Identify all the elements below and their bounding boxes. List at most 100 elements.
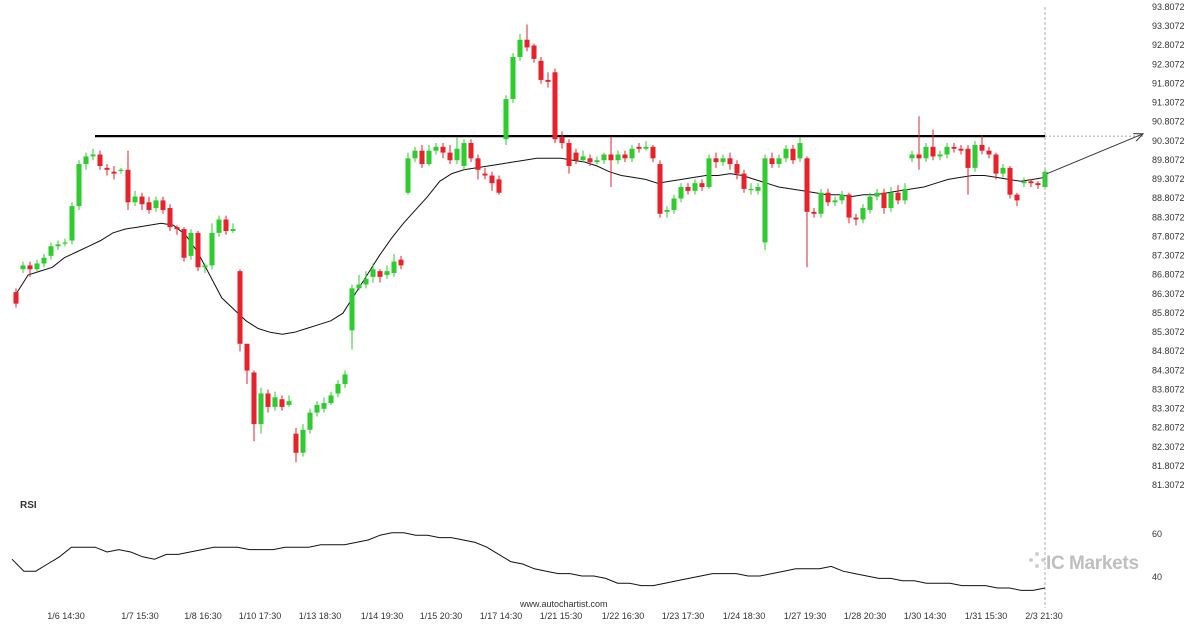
candle (475, 154, 481, 180)
candle (118, 167, 124, 174)
candle-body (258, 393, 264, 425)
candle (790, 144, 796, 165)
candle-body (622, 154, 628, 159)
candle-body (55, 244, 61, 247)
candle (608, 137, 614, 188)
y-tick-label: 93.8072 (1152, 2, 1185, 12)
candle-body (937, 154, 943, 157)
candle-body (608, 154, 614, 161)
candle (489, 171, 495, 191)
candle-body (104, 167, 110, 170)
candle-body (804, 158, 810, 212)
candle-body (636, 146, 642, 149)
candle (279, 395, 285, 411)
candle (636, 143, 642, 153)
candle (461, 139, 467, 170)
candle (377, 269, 383, 283)
candle (503, 95, 509, 145)
candle-body (118, 169, 124, 171)
candle-body (300, 429, 306, 453)
candle-body (1007, 167, 1013, 195)
candle (83, 152, 89, 170)
candle-body (76, 164, 82, 207)
y-tick-label: 91.3072 (1152, 98, 1185, 108)
candle (923, 143, 929, 163)
x-tick-label: 1/23 17:30 (662, 611, 705, 621)
candle-body (923, 146, 929, 159)
candle-body (272, 397, 278, 407)
candle (510, 53, 516, 103)
candle (419, 144, 425, 168)
candle-body (1014, 194, 1020, 201)
candle (594, 156, 600, 165)
candle-body (307, 412, 313, 430)
x-tick-label: 1/6 14:30 (47, 611, 85, 621)
candle (426, 144, 432, 166)
candle-body (587, 158, 593, 163)
candle-body (881, 192, 887, 209)
candle-body (62, 242, 68, 244)
candle (972, 141, 978, 172)
candle-body (972, 144, 978, 168)
candle-body (874, 192, 880, 197)
candle-body (986, 150, 992, 155)
candle-body (146, 202, 152, 210)
logo-dot-icon (1035, 552, 1039, 556)
candle (566, 139, 572, 174)
candle-body (902, 188, 908, 201)
candle (944, 143, 950, 159)
candle (97, 150, 103, 170)
candle-body (776, 158, 782, 165)
candle (293, 427, 299, 463)
candle (559, 131, 565, 149)
candle (986, 146, 992, 159)
candle-body (83, 156, 89, 165)
y-tick-label: 84.3072 (1152, 365, 1185, 375)
candle (832, 196, 838, 207)
candle (384, 265, 390, 279)
candle-body (468, 143, 474, 159)
candle (174, 225, 180, 235)
y-tick-label: 85.3072 (1152, 327, 1185, 337)
candle (202, 263, 208, 274)
candle-body (762, 158, 768, 243)
candle (398, 255, 404, 270)
candle (90, 148, 96, 161)
candle (468, 139, 474, 163)
x-tick-label: 1/8 16:30 (184, 611, 222, 621)
candle (272, 391, 278, 411)
candle (874, 188, 880, 201)
candle (720, 154, 726, 166)
candle (20, 261, 26, 274)
candle (265, 389, 271, 413)
candle (545, 72, 551, 88)
candle-body (244, 343, 250, 371)
candle-body (615, 154, 621, 161)
candle-body (769, 158, 775, 165)
candle (993, 152, 999, 180)
projection-arrow-head-icon (1133, 133, 1145, 142)
candle-body (447, 152, 453, 161)
candle-body (426, 150, 432, 165)
candle (412, 146, 418, 163)
y-tick-label: 92.3072 (1152, 59, 1185, 69)
logo-dot-icon (1029, 558, 1033, 562)
candle (937, 150, 943, 161)
candle (706, 154, 712, 189)
y-tick-label: 87.8072 (1152, 231, 1185, 241)
x-tick-label: 1/31 15:30 (965, 611, 1008, 621)
candle-body (853, 217, 859, 220)
candle (713, 152, 719, 168)
candle-body (335, 383, 341, 394)
candle (153, 196, 159, 212)
candle (685, 183, 691, 195)
candle (1021, 177, 1027, 188)
candle-body (916, 154, 922, 159)
candle (335, 380, 341, 398)
candle-body (391, 261, 397, 274)
candle (349, 284, 355, 350)
candle (727, 152, 733, 170)
candle (783, 144, 789, 163)
